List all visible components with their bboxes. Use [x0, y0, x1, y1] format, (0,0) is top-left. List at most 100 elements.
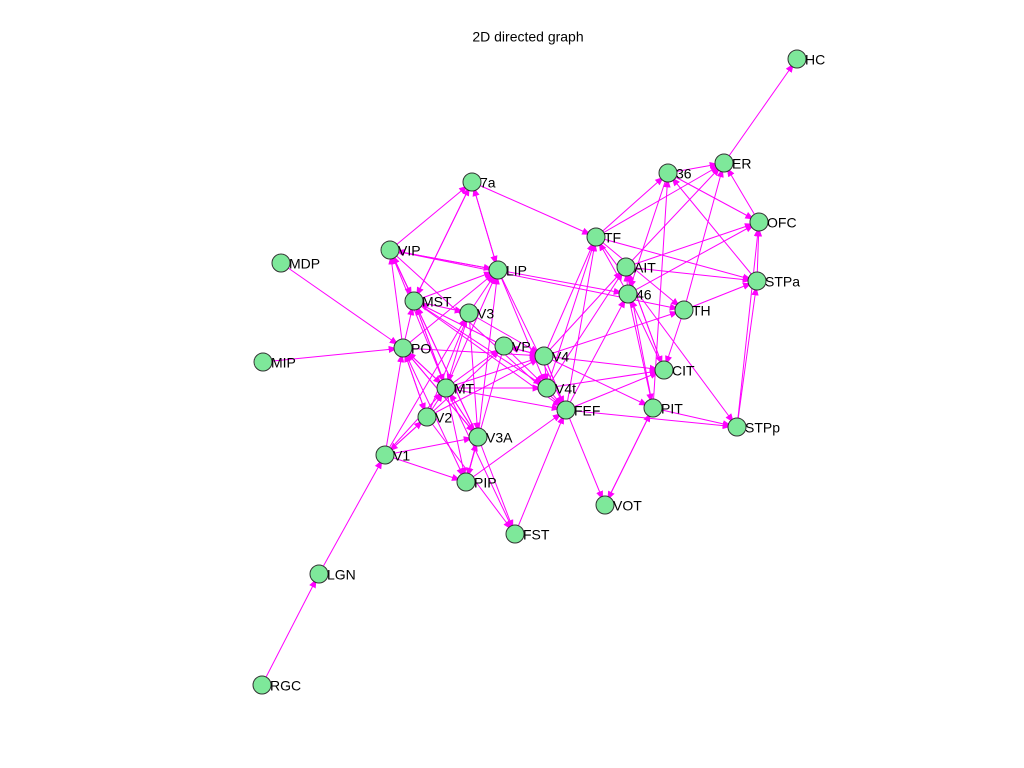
node [537, 378, 557, 398]
node [494, 336, 514, 356]
node-label: RGC [270, 678, 301, 694]
edge [445, 355, 545, 389]
node-label: MST [422, 294, 452, 310]
edge [262, 345, 404, 363]
edge [413, 269, 499, 302]
node [618, 284, 638, 304]
node [534, 346, 554, 366]
node-label: PIT [661, 401, 683, 417]
node-label: CIT [672, 363, 695, 379]
edge [445, 312, 470, 389]
node-label: FEF [574, 403, 600, 419]
edge [625, 266, 758, 284]
node [459, 303, 479, 323]
edge [667, 172, 758, 282]
node-label: TH [692, 303, 711, 319]
edge [471, 181, 499, 271]
node [417, 407, 437, 427]
node [714, 153, 734, 173]
node-label: V3 [477, 306, 494, 322]
edge [471, 181, 597, 238]
node [787, 49, 807, 69]
node [586, 227, 606, 247]
node-label: LGN [327, 567, 356, 583]
edge [683, 280, 758, 311]
edge [497, 269, 548, 389]
node-label: 7a [480, 175, 496, 191]
edge [389, 249, 567, 411]
edge [543, 355, 606, 506]
node [393, 338, 413, 358]
edge [514, 409, 567, 535]
edge [384, 454, 467, 483]
node-label: V4 [552, 349, 569, 365]
title: 2D directed graph [472, 29, 583, 45]
node [456, 472, 476, 492]
node [658, 163, 678, 183]
edge [595, 236, 758, 282]
edge [723, 162, 760, 223]
node [380, 240, 400, 260]
edge [384, 312, 470, 456]
edge [465, 409, 567, 483]
node [749, 212, 769, 232]
node [674, 300, 694, 320]
node [375, 445, 395, 465]
edge [389, 181, 473, 251]
edge [543, 236, 597, 357]
node-label: VP [512, 339, 531, 355]
node [556, 400, 576, 420]
node-label: 46 [636, 287, 652, 303]
node-label: V2 [435, 410, 452, 426]
node-label: VOT [613, 498, 642, 514]
edge [402, 347, 545, 359]
edge [627, 221, 760, 295]
node-label: FST [523, 527, 550, 543]
edge [652, 407, 738, 428]
node [309, 564, 329, 584]
edge [445, 387, 479, 438]
edge [426, 312, 470, 418]
edge [627, 293, 654, 409]
edge [565, 236, 598, 411]
edge [723, 58, 798, 164]
edge [595, 172, 669, 238]
edge [683, 162, 725, 311]
edge [565, 409, 738, 430]
node-label: OFC [767, 215, 797, 231]
edge [736, 221, 762, 428]
node [505, 524, 525, 544]
edge [445, 345, 505, 389]
node [595, 495, 615, 515]
node-label: ER [732, 156, 751, 172]
edge [261, 573, 320, 686]
node [616, 257, 636, 277]
node-label: STPa [765, 274, 800, 290]
edge [604, 407, 654, 506]
edge [667, 172, 760, 223]
edge [413, 300, 505, 347]
node [727, 417, 747, 437]
edge [736, 280, 759, 428]
node [747, 271, 767, 291]
node-label: PO [411, 341, 431, 357]
edge [663, 309, 685, 371]
node-label: V3A [486, 430, 513, 446]
edge [546, 236, 597, 389]
node-label: 36 [676, 166, 692, 182]
edge [413, 300, 548, 389]
node [404, 291, 424, 311]
node-label: PIP [474, 475, 497, 491]
edge [497, 269, 629, 295]
edge [445, 387, 567, 411]
edge [477, 269, 500, 438]
edge [384, 347, 405, 456]
edges [261, 58, 798, 686]
node [252, 675, 272, 695]
edge [280, 262, 404, 349]
edge [468, 312, 481, 438]
node [643, 398, 663, 418]
edge [477, 436, 516, 535]
node [271, 253, 291, 273]
